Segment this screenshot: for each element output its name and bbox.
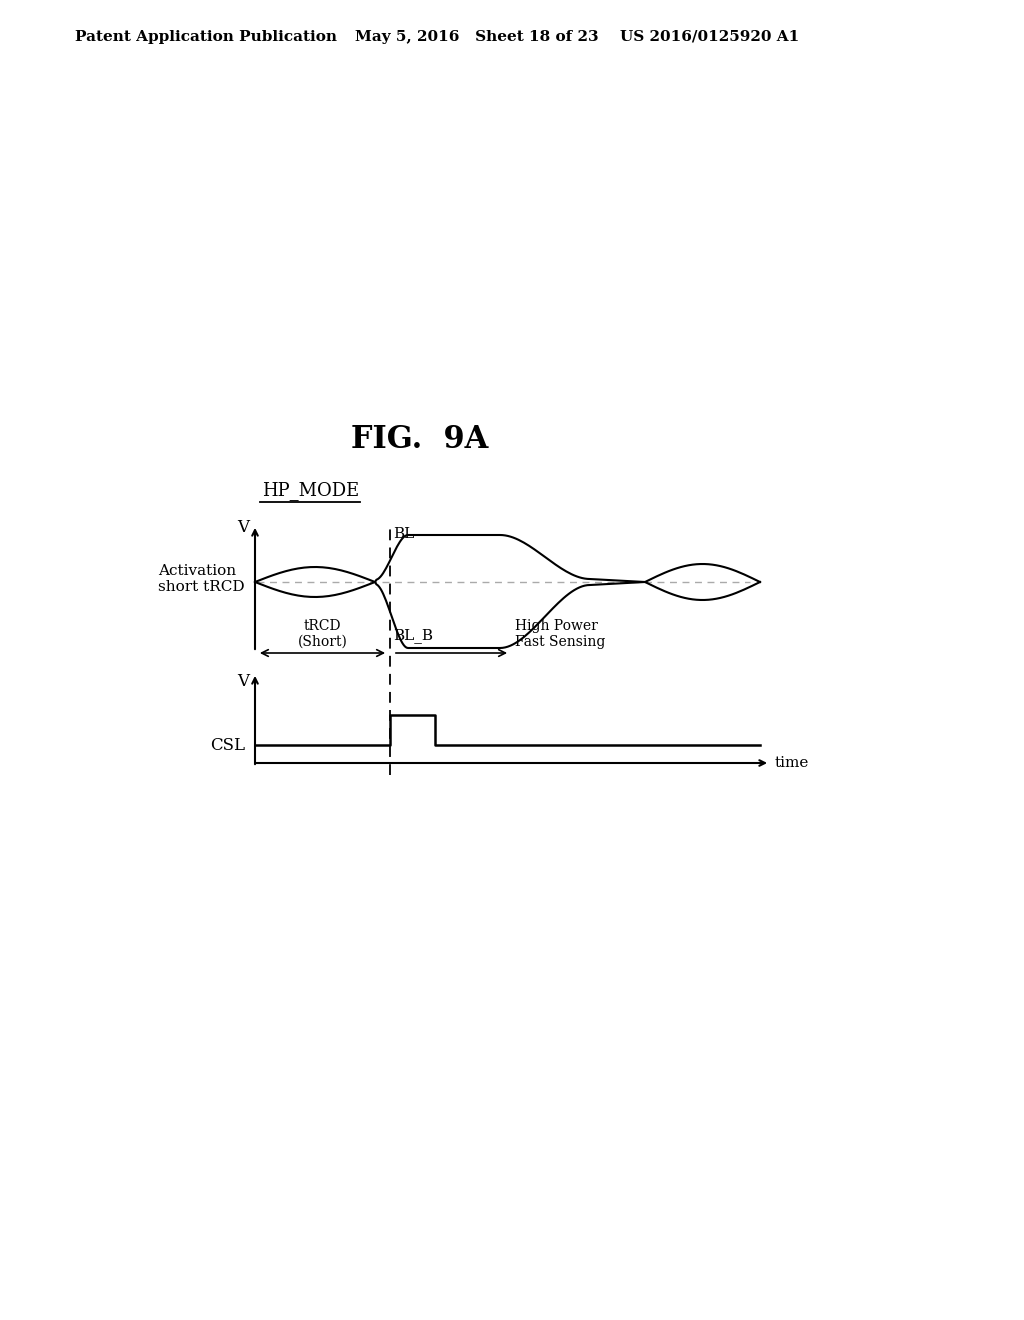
Text: V: V — [237, 673, 249, 690]
Text: High Power
Fast Sensing: High Power Fast Sensing — [515, 619, 605, 649]
Text: Patent Application Publication: Patent Application Publication — [75, 30, 337, 44]
Text: US 2016/0125920 A1: US 2016/0125920 A1 — [620, 30, 800, 44]
Text: May 5, 2016   Sheet 18 of 23: May 5, 2016 Sheet 18 of 23 — [355, 30, 599, 44]
Text: HP_MODE: HP_MODE — [262, 480, 359, 500]
Text: tRCD
(Short): tRCD (Short) — [298, 619, 347, 649]
Text: V: V — [237, 519, 249, 536]
Text: time: time — [775, 756, 809, 770]
Text: BL: BL — [393, 527, 415, 541]
Text: BL_B: BL_B — [393, 628, 433, 643]
Text: Activation
short tRCD: Activation short tRCD — [159, 564, 245, 594]
Text: FIG.  9A: FIG. 9A — [351, 425, 488, 455]
Text: CSL: CSL — [210, 737, 245, 754]
